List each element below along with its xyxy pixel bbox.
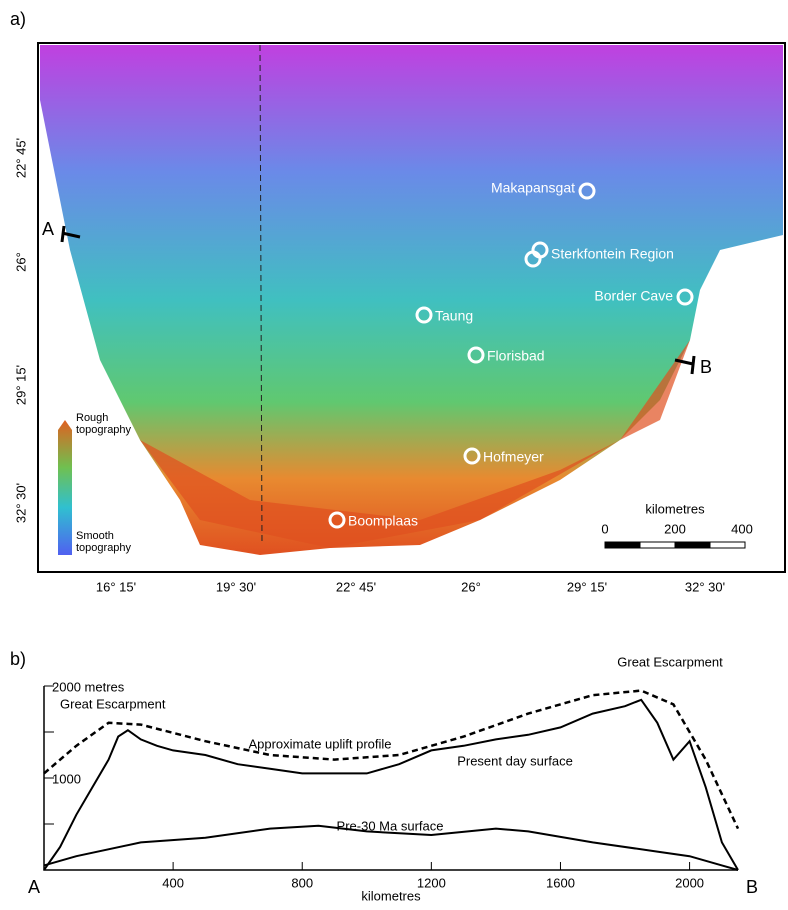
lat-label: 22° 45' (13, 138, 28, 178)
lon-label: 32° 30' (685, 579, 725, 594)
lat-label: 26° (13, 252, 28, 272)
annotation: Approximate uplift profile (248, 736, 391, 751)
x-tick-label: 400 (162, 875, 184, 890)
legend-top: Rough topography (76, 412, 132, 436)
annotation: Great Escarpment (60, 696, 166, 711)
y-tick-label: 2000 metres (52, 679, 125, 694)
x-tick-label: 800 (291, 875, 313, 890)
annotation: Pre-30 Ma surface (337, 818, 444, 833)
site-markers (328, 182, 694, 529)
site-label: Boomplaas (348, 513, 418, 529)
lat-label: 29° 15' (13, 365, 28, 405)
section-line (60, 225, 696, 375)
scale-title: kilometres (645, 501, 705, 516)
section-end: B (700, 357, 712, 377)
scale-label: 400 (731, 521, 753, 536)
x-tick-label: 1600 (546, 875, 575, 890)
site-label: Sterkfontein Region (551, 246, 674, 262)
legend-bottom: Smooth topography (76, 530, 132, 554)
site-label: Border Cave (594, 288, 673, 304)
site-label: Makapansgat (491, 180, 575, 196)
lon-label: 22° 45' (336, 579, 376, 594)
panel-label: b) (10, 649, 26, 669)
x-tick-label: 1200 (417, 875, 446, 890)
scale-label: 200 (664, 521, 686, 536)
series-line (43, 689, 740, 830)
x-axis-label: kilometres (361, 888, 421, 903)
end-label: A (28, 877, 40, 897)
end-label: B (746, 877, 758, 897)
border (259, 44, 263, 546)
scale-bar (604, 541, 746, 549)
profile-chart: b) 1000 2000 metres 400 800 1200 1600 2000 kilom… (10, 649, 758, 904)
panel-label: a) (10, 9, 26, 29)
legend-text: Smooth topography (76, 530, 132, 554)
lon-label: 16° 15' (96, 579, 136, 594)
legend-text: Rough topography (76, 412, 132, 436)
section-end: A (42, 219, 54, 239)
site-label: Hofmeyer (483, 449, 544, 465)
lon-label: 19° 30' (216, 579, 256, 594)
x-tick-label: 2000 (675, 875, 704, 890)
legend-ramp (58, 420, 72, 555)
lat-label: 32° 30' (13, 483, 28, 523)
scale-label: 0 (601, 521, 608, 536)
land (40, 45, 783, 555)
series-line (43, 698, 739, 871)
y-tick-label: 1000 (52, 771, 81, 786)
series-line (43, 824, 739, 871)
annotation: Great Escarpment (617, 654, 723, 669)
site-label: Florisbad (487, 348, 545, 364)
lon-label: 26° (461, 579, 481, 594)
lon-label: 29° 15' (567, 579, 607, 594)
annotation: Present day surface (457, 753, 573, 768)
site-label: Taung (435, 308, 473, 324)
